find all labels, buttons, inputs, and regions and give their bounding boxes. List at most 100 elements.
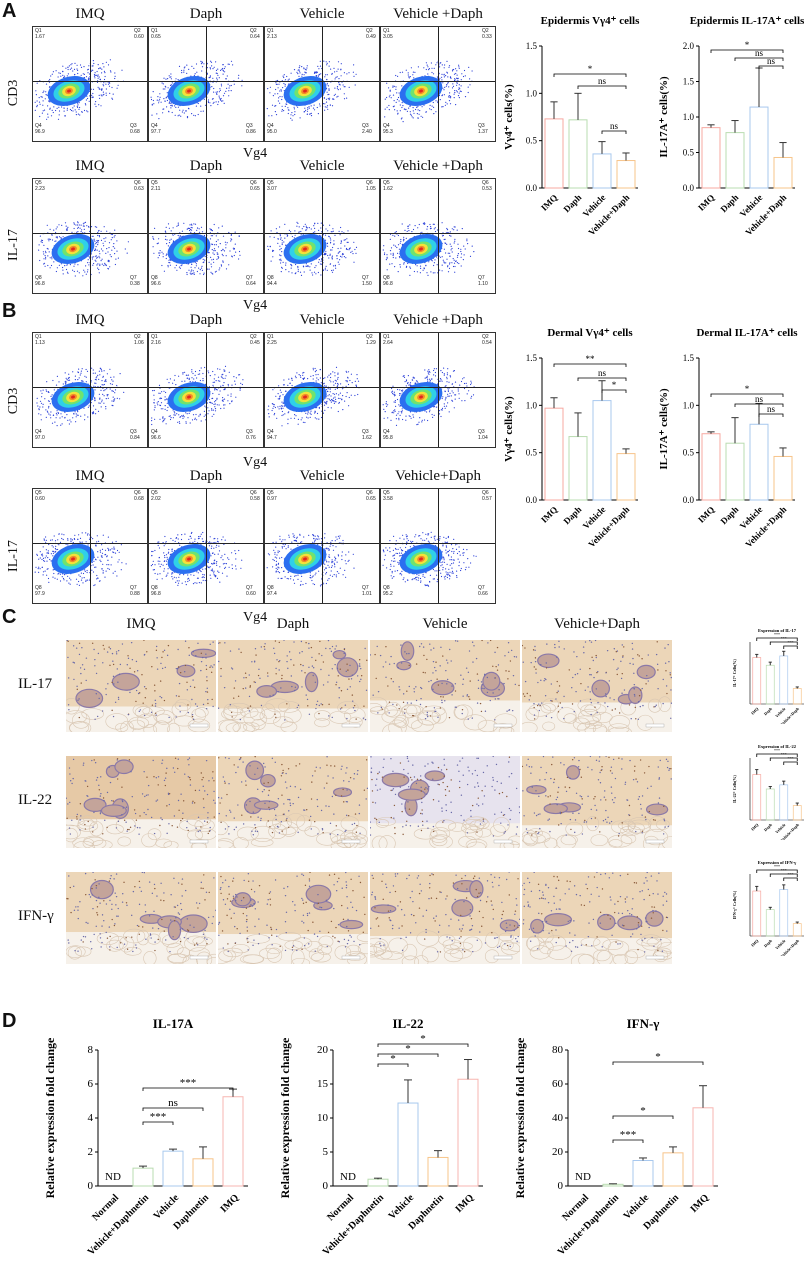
quadrant-name: Q5 <box>267 490 274 496</box>
significance-label: ns <box>755 48 764 58</box>
quadrant-value: 96.6 <box>151 281 161 287</box>
significance-label: * <box>655 1051 661 1063</box>
quadrant-value: 95.0 <box>267 129 277 135</box>
y-tick-label: 4 <box>88 1112 94 1124</box>
significance-label: *** <box>774 748 780 753</box>
y-axis-label: Relative expression fold change <box>43 1037 57 1198</box>
significance-label: *** <box>180 1077 197 1089</box>
significance-bracket <box>783 761 798 765</box>
histology-image <box>370 640 520 732</box>
y-axis-label: Vγ4⁺ cells(%) <box>503 84 515 150</box>
flow-ylabel: IL-17 <box>6 229 21 261</box>
quadrant-value: 94.7 <box>267 435 277 441</box>
bar <box>367 1178 389 1187</box>
gate-horizontal <box>265 387 379 388</box>
significance-bracket <box>783 877 798 881</box>
nd-label: ND <box>105 1171 121 1183</box>
bar <box>773 455 793 501</box>
density-plot <box>34 532 127 587</box>
significance-bracket <box>769 641 798 645</box>
quadrant-value: 0.60 <box>246 591 256 597</box>
y-tick-label: 20 <box>317 1044 329 1056</box>
quadrant-value: 0.86 <box>246 129 256 135</box>
bar <box>765 909 775 937</box>
bar <box>725 132 745 189</box>
panel-label-a: A <box>2 0 17 22</box>
quadrant-value: 3.58 <box>383 496 393 502</box>
bar <box>749 106 769 189</box>
density-plot <box>382 367 475 426</box>
gate-horizontal <box>381 387 495 388</box>
quadrant-value: 0.65 <box>151 34 161 40</box>
y-tick-label: 5 <box>323 1146 329 1158</box>
flow-dot-plot: Q1 0.65 Q2 0.64 Q3 0.86 Q4 97.7 <box>148 26 264 142</box>
significance-bracket <box>142 1087 234 1091</box>
flow-dot-plot: Q1 3.05 Q2 0.33 Q3 1.37 Q4 95.3 <box>380 26 496 142</box>
quadrant-name: Q3 <box>130 429 137 435</box>
bar <box>752 774 762 821</box>
flow-xlabel: Vg4 <box>243 455 268 470</box>
bar <box>792 923 802 937</box>
density-plot <box>152 222 241 276</box>
significance-label: * <box>745 384 750 394</box>
flow-dot-plot: Q1 2.13 Q2 0.49 Q3 2.40 Q4 95.0 <box>264 26 380 142</box>
quadrant-value: 0.58 <box>250 496 260 502</box>
y-tick-label: 0.5 <box>526 448 538 458</box>
histology-image <box>370 872 520 964</box>
flow-group-title: Daph <box>189 312 223 328</box>
quadrant-value: 1.13 <box>35 340 45 346</box>
quadrant-name: Q7 <box>246 585 253 591</box>
quadrant-name: Q2 <box>366 28 373 34</box>
gate-horizontal <box>33 543 147 544</box>
significance-label: ns <box>598 368 607 378</box>
quadrant-value: 0.53 <box>482 186 492 192</box>
bar <box>773 156 793 189</box>
y-tick-label: 60 <box>552 1078 564 1090</box>
bar <box>662 1152 684 1187</box>
x-tick-label: IMQ <box>453 1192 476 1215</box>
y-tick-label: 6 <box>88 1078 94 1090</box>
bar <box>568 119 588 189</box>
gate-horizontal <box>149 387 263 388</box>
gate-vertical <box>206 179 207 293</box>
y-tick-label: 0 <box>558 1180 564 1192</box>
bar <box>568 436 588 501</box>
gate-vertical <box>438 179 439 293</box>
significance-bracket <box>769 873 798 877</box>
bar <box>725 442 745 501</box>
quadrant-value: 96.8 <box>151 591 161 597</box>
y-axis-label: IFN-γ⁺ Cells(%) <box>732 890 737 919</box>
flow-ylabel: CD3 <box>6 387 21 415</box>
quadrant-value: 95.2 <box>383 591 393 597</box>
bar <box>222 1096 244 1187</box>
quadrant-name: Q8 <box>35 275 42 281</box>
histology-image <box>66 756 216 848</box>
bar <box>779 655 789 705</box>
gate-horizontal <box>33 233 147 234</box>
quadrant-value: 1.05 <box>366 186 376 192</box>
quadrant-name: Q2 <box>134 28 141 34</box>
quadrant-name: Q5 <box>267 180 274 186</box>
y-tick-label: 20 <box>552 1146 564 1158</box>
bar <box>616 160 636 189</box>
bar <box>602 1183 624 1187</box>
quadrant-value: 0.45 <box>250 340 260 346</box>
significance-label: ns <box>598 76 607 86</box>
gate-horizontal <box>149 543 263 544</box>
gate-vertical <box>438 489 439 603</box>
flow-group-title: IMQ <box>75 158 105 174</box>
flow-dot-plot: Q5 2.11 Q6 0.65 Q7 0.64 Q8 96.6 <box>148 178 264 294</box>
significance-label: *** <box>781 752 787 757</box>
significance-bracket <box>377 1053 439 1057</box>
histology-column-title: IMQ <box>126 616 156 632</box>
y-axis-label: IL-22⁺ Cells(%) <box>732 774 737 802</box>
quadrant-value: 1.50 <box>362 281 372 287</box>
flow-group-title: Daph <box>189 158 223 174</box>
flow-dot-plot: Q1 1.67 Q2 0.60 Q3 0.68 Q4 96.9 <box>32 26 148 142</box>
x-tick-label: IMQ <box>696 192 717 213</box>
gate-horizontal <box>381 543 495 544</box>
nd-label: ND <box>340 1171 356 1183</box>
quadrant-value: 3.05 <box>383 34 393 40</box>
y-tick-label: 1.0 <box>526 88 538 98</box>
significance-label: ns <box>168 1097 178 1109</box>
